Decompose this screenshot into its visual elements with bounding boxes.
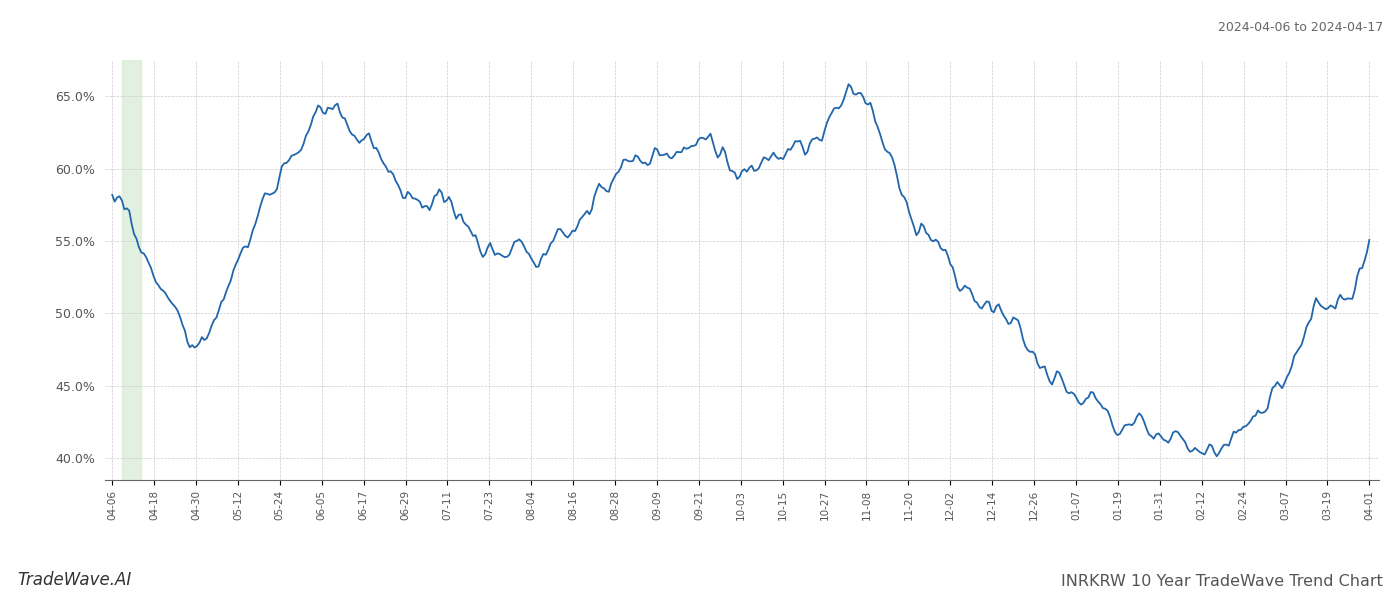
Text: INRKRW 10 Year TradeWave Trend Chart: INRKRW 10 Year TradeWave Trend Chart bbox=[1061, 574, 1383, 589]
Text: 2024-04-06 to 2024-04-17: 2024-04-06 to 2024-04-17 bbox=[1218, 21, 1383, 34]
Text: TradeWave.AI: TradeWave.AI bbox=[17, 571, 132, 589]
Bar bbox=[122, 60, 141, 480]
